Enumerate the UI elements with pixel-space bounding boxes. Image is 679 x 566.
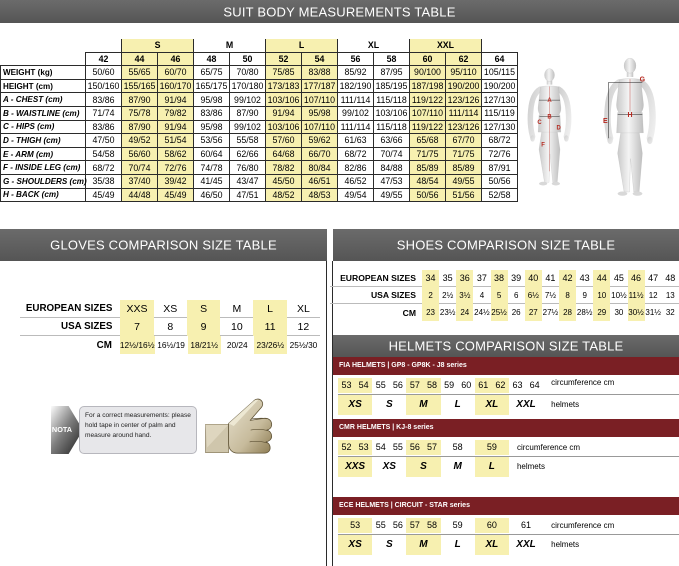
svg-text:C: C	[537, 120, 542, 126]
svg-text:E: E	[603, 118, 608, 125]
svg-text:D: D	[556, 125, 561, 131]
svg-text:B: B	[547, 114, 551, 120]
svg-text:A: A	[547, 98, 552, 104]
svg-text:F: F	[541, 143, 545, 149]
svg-text:G: G	[640, 76, 645, 83]
svg-text:H: H	[627, 112, 632, 119]
